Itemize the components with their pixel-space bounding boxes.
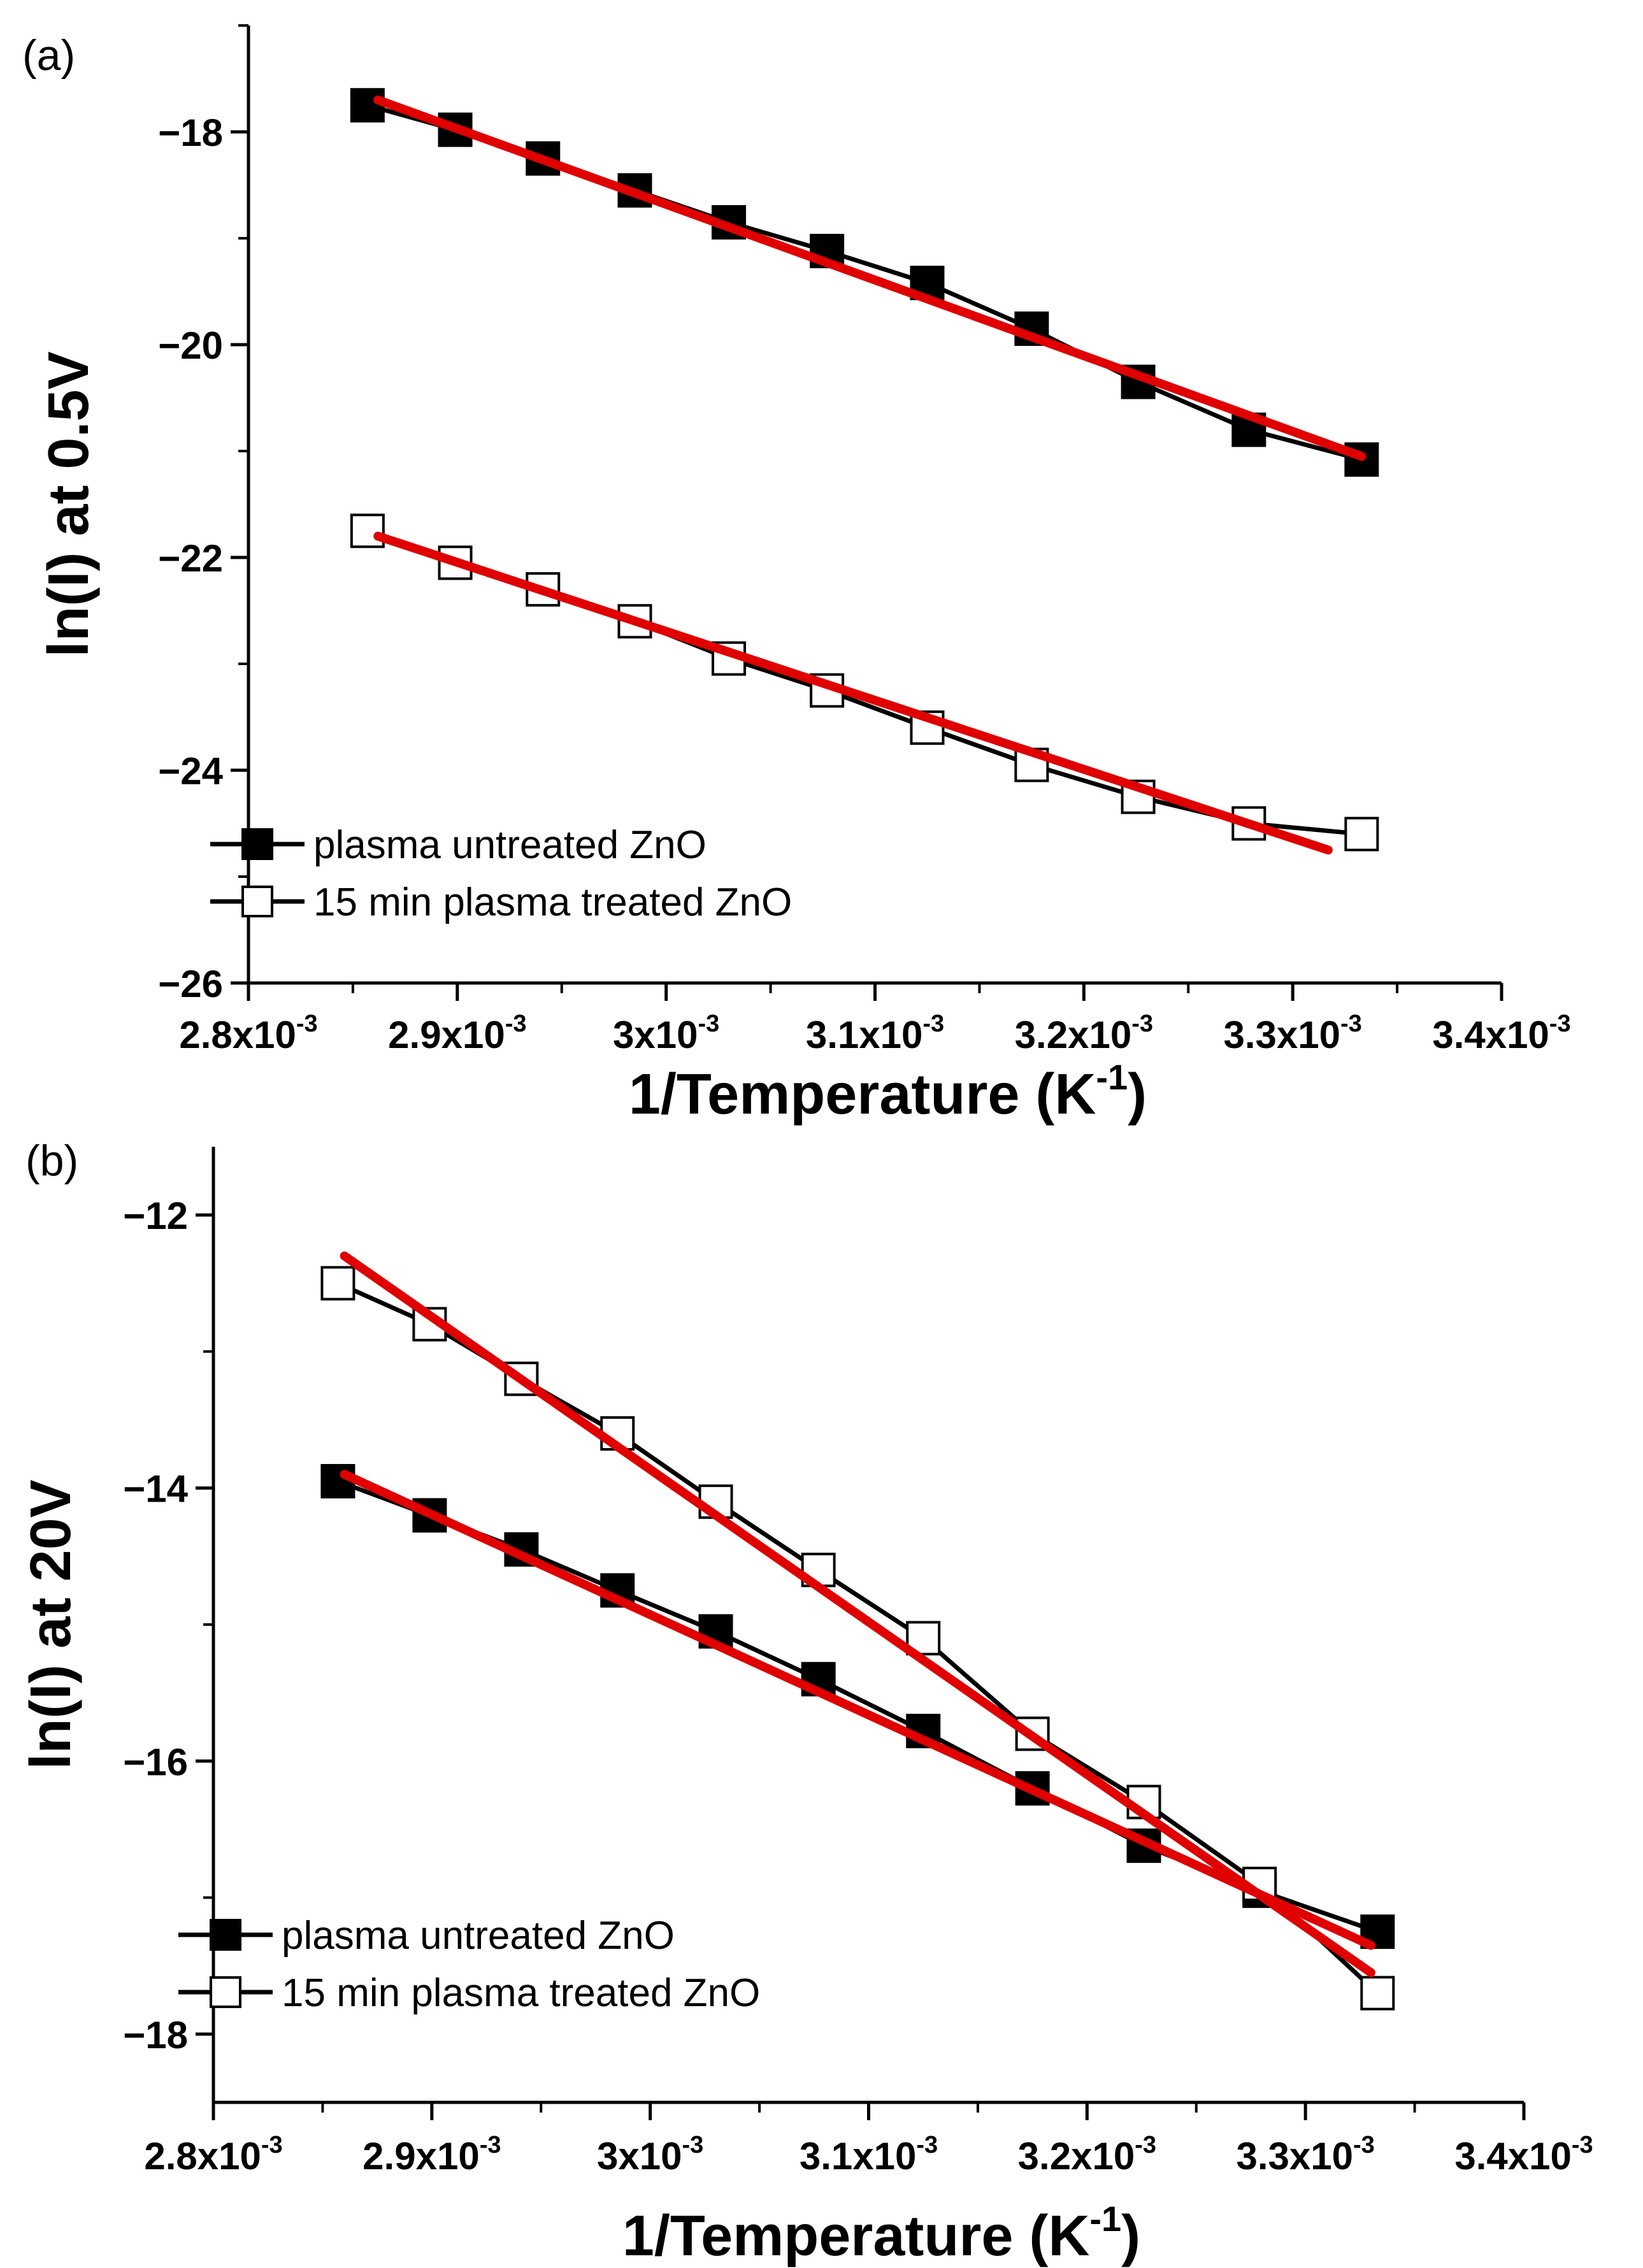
y-tick-label: −26 [158,963,223,1005]
x-tick-label: 3.2x10-3 [1015,1010,1153,1056]
x-tick-label: 2.9x10-3 [362,2132,501,2178]
y-axis-title: ln(I) at 0.5V [37,351,101,657]
x-tick-label-base: 2.9x10 [362,2135,480,2178]
x-axis-title: 1/Temperature (K-1) [629,1057,1147,1126]
legend-label: plasma untreated ZnO [282,1914,675,1958]
legend-marker-open [241,886,273,917]
x-tick-label-base: 3.1x10 [806,1014,923,1056]
x-tick-label-exponent: -3 [1353,2132,1375,2158]
x-tick-label-base: 3.2x10 [1015,1014,1132,1056]
x-tick-label: 3x10-3 [613,1010,719,1056]
x-axis-title-close: ) [1121,2204,1140,2268]
x-tick-label-exponent: -3 [698,1010,720,1037]
y-tick-label: −18 [158,111,223,154]
x-tick-label-exponent: -3 [1131,1010,1153,1037]
x-tick-label-exponent: -3 [1572,2132,1593,2158]
legend-label: plasma untreated ZnO [313,823,707,867]
x-tick-label-exponent: -3 [1340,1010,1362,1037]
x-tick-label: 2.8x10-3 [144,2132,282,2178]
x-tick-label-exponent: -3 [505,1010,527,1037]
panel-label: (a) [22,31,75,80]
x-axis-title-superscript: -1 [1089,2199,1121,2239]
x-tick-label: 2.9x10-3 [388,1010,526,1056]
x-tick-label-base: 3x10 [613,1014,698,1056]
x-tick-label-base: 3.2x10 [1018,2135,1135,2178]
y-tick-label: −14 [123,1468,188,1511]
x-tick-label-exponent: -3 [261,2132,283,2158]
data-point-open [350,513,385,549]
x-tick-label-base: 3.3x10 [1224,1014,1341,1056]
x-tick-label-base: 3.4x10 [1454,2135,1572,2178]
legend-label: 15 min plasma treated ZnO [282,1971,760,2015]
panel-a: 2.8x10-3 2.9x10-3 3x10-3 3.1x10-3 3.2x10-3 3.… [22,24,1571,1126]
x-axis-title: 1/Temperature (K-1) [622,2199,1140,2268]
fit-line [340,1470,1376,1950]
x-axis-title-main: 1/Temperature (K [629,1063,1096,1126]
x-tick-label-exponent: -3 [1135,2132,1156,2158]
y-tick-label: −16 [123,1740,188,1783]
y-tick-label: −18 [123,2014,188,2056]
data-point-open [1360,1976,1395,2011]
x-tick-label: 3.4x10-3 [1454,2132,1593,2178]
x-tick-label: 3.1x10-3 [806,1010,944,1056]
y-tick-label: −12 [123,1195,188,1237]
x-tick-label-base: 3x10 [597,2135,682,2178]
fit-line [373,95,1367,461]
x-tick-label: 3.2x10-3 [1018,2132,1156,2178]
y-tick-label: −20 [158,324,223,367]
x-tick-label-exponent: -3 [480,2132,501,2158]
y-axis-title: ln(I) at 20V [19,1479,83,1769]
x-axis-title-main: 1/Temperature (K [622,2204,1090,2268]
x-tick-label-exponent: -3 [922,1010,944,1037]
x-tick-label-base: 3.4x10 [1432,1014,1549,1056]
legend-marker-open [210,1976,241,2008]
series-line [336,1281,1379,1995]
x-tick-label: 3.1x10-3 [800,2132,938,2178]
x-tick-label-exponent: -3 [682,2132,704,2158]
series-line [366,528,1362,836]
legend-marker-filled [241,828,273,860]
x-axis-title-superscript: -1 [1096,1057,1128,1097]
x-tick-label-base: 2.9x10 [388,1014,505,1056]
x-tick-label-base: 2.8x10 [144,2135,261,2178]
x-tick-label-base: 3.1x10 [800,2135,917,2178]
data-point-open [1344,817,1379,852]
y-tick-label: −24 [158,750,223,793]
panel-label: (b) [25,1137,78,1185]
legend-marker-filled [210,1919,241,1951]
legend-label: 15 min plasma treated ZnO [313,880,792,924]
fit-line [340,1251,1376,1977]
x-tick-label: 3.3x10-3 [1224,1010,1362,1056]
x-tick-label-exponent: -3 [1549,1010,1571,1037]
x-tick-label: 3.4x10-3 [1432,1010,1570,1056]
x-tick-label: 3x10-3 [597,2132,703,2178]
x-tick-label-exponent: -3 [296,1010,318,1037]
x-tick-label-base: 3.3x10 [1237,2135,1354,2178]
panel-b: 2.8x10-3 2.9x10-3 3x10-3 3.1x10-3 3.2x10-3 3.… [19,1137,1593,2268]
data-point-open [320,1266,355,1301]
y-tick-label: −22 [158,537,223,580]
x-axis-title-close: ) [1128,1063,1147,1126]
fit-line [373,531,1333,855]
data-point-filled [350,88,385,123]
x-tick-label: 2.8x10-3 [179,1010,317,1056]
x-tick-label-exponent: -3 [916,2132,938,2158]
x-tick-label: 3.3x10-3 [1237,2132,1375,2178]
x-tick-label-base: 2.8x10 [179,1014,296,1056]
